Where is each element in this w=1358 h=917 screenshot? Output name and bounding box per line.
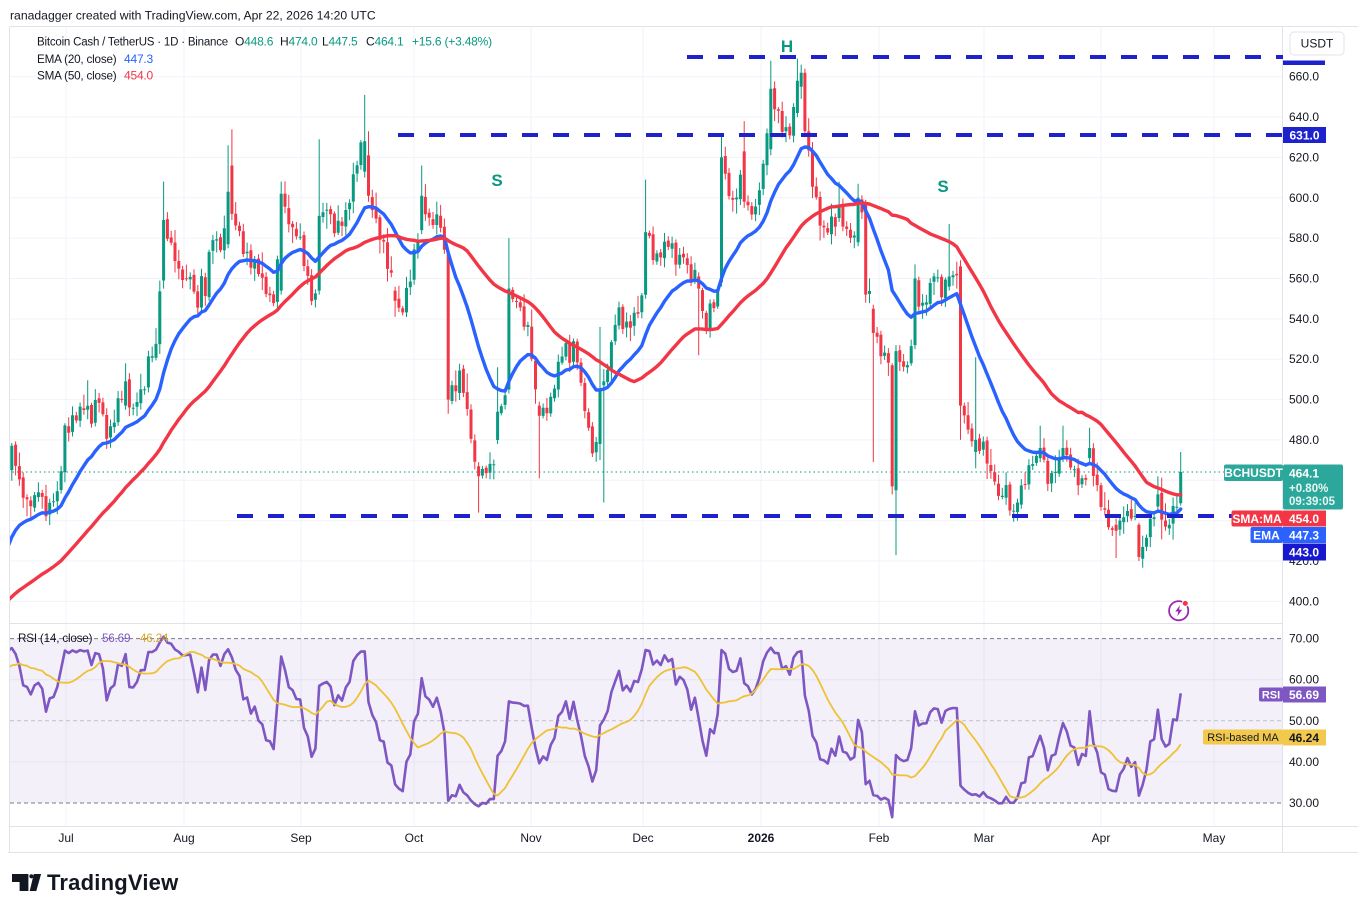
svg-text:Feb: Feb — [869, 831, 890, 845]
svg-text:454.0: 454.0 — [124, 69, 154, 83]
svg-text:2026: 2026 — [748, 831, 775, 845]
svg-text:O448.6: O448.6 — [235, 35, 274, 49]
svg-text:454.0: 454.0 — [1289, 512, 1319, 526]
svg-text:447.3: 447.3 — [124, 52, 154, 66]
svg-text:40.00: 40.00 — [1289, 755, 1319, 769]
svg-text:Apr: Apr — [1092, 831, 1111, 845]
svg-text:+15.6 (+3.48%): +15.6 (+3.48%) — [412, 35, 492, 49]
svg-text:640.0: 640.0 — [1289, 110, 1319, 124]
svg-text:56.69: 56.69 — [1289, 688, 1319, 702]
svg-text:H474.0: H474.0 — [280, 35, 318, 49]
svg-text:30.00: 30.00 — [1289, 796, 1319, 810]
svg-text:May: May — [1203, 831, 1226, 845]
svg-text:50.00: 50.00 — [1289, 714, 1319, 728]
svg-text:USDT: USDT — [1301, 37, 1334, 51]
svg-text:EMA: EMA — [1253, 529, 1280, 543]
svg-text:400.0: 400.0 — [1289, 594, 1319, 608]
svg-text:620.0: 620.0 — [1289, 150, 1319, 164]
svg-text:Bitcoin Cash / TetherUS · 1D ·: Bitcoin Cash / TetherUS · 1D · Binance — [37, 37, 228, 49]
svg-text:S: S — [491, 171, 502, 190]
svg-text:Aug: Aug — [173, 831, 194, 845]
svg-text:09:39:05: 09:39:05 — [1289, 496, 1336, 508]
svg-text:500.0: 500.0 — [1289, 393, 1319, 407]
svg-text:540.0: 540.0 — [1289, 312, 1319, 326]
svg-text:L447.5: L447.5 — [322, 35, 358, 49]
svg-text:Mar: Mar — [974, 831, 995, 845]
svg-text:EMA (20, close): EMA (20, close) — [37, 53, 117, 66]
svg-text:+0.80%: +0.80% — [1289, 483, 1328, 495]
svg-text:SMA:MA: SMA:MA — [1232, 512, 1282, 526]
svg-text:560.0: 560.0 — [1289, 272, 1319, 286]
svg-text:580.0: 580.0 — [1289, 231, 1319, 245]
svg-text:631.0: 631.0 — [1289, 129, 1319, 143]
svg-text:Nov: Nov — [520, 831, 541, 845]
svg-text:S: S — [937, 177, 948, 196]
svg-text:46.24: 46.24 — [140, 632, 169, 645]
svg-text:RSI (14, close): RSI (14, close) — [18, 632, 93, 645]
svg-text:Dec: Dec — [632, 831, 653, 845]
svg-text:RSI: RSI — [1262, 690, 1280, 702]
svg-text:56.69: 56.69 — [102, 632, 130, 645]
svg-text:RSI-based MA: RSI-based MA — [1207, 732, 1279, 744]
svg-text:H: H — [781, 37, 793, 56]
svg-text:Sep: Sep — [290, 831, 312, 845]
svg-text:464.1: 464.1 — [1289, 467, 1319, 481]
svg-text:TradingView: TradingView — [47, 870, 179, 895]
svg-text:443.0: 443.0 — [1289, 546, 1319, 560]
svg-text:660.0: 660.0 — [1289, 70, 1319, 84]
svg-text:Oct: Oct — [405, 831, 424, 845]
svg-text:520.0: 520.0 — [1289, 352, 1319, 366]
svg-text:447.3: 447.3 — [1289, 529, 1319, 543]
svg-text:C464.1: C464.1 — [366, 35, 404, 49]
svg-text:ranadagger created with Tradin: ranadagger created with TradingView.com,… — [10, 9, 376, 23]
svg-text:Jul: Jul — [58, 831, 73, 845]
svg-text:46.24: 46.24 — [1289, 731, 1319, 745]
svg-text:BCHUSDT: BCHUSDT — [1224, 466, 1283, 480]
svg-text:480.0: 480.0 — [1289, 433, 1319, 447]
svg-text:70.00: 70.00 — [1289, 632, 1319, 646]
svg-text:60.00: 60.00 — [1289, 673, 1319, 687]
svg-text:SMA (50, close): SMA (50, close) — [37, 70, 117, 83]
svg-text:600.0: 600.0 — [1289, 191, 1319, 205]
